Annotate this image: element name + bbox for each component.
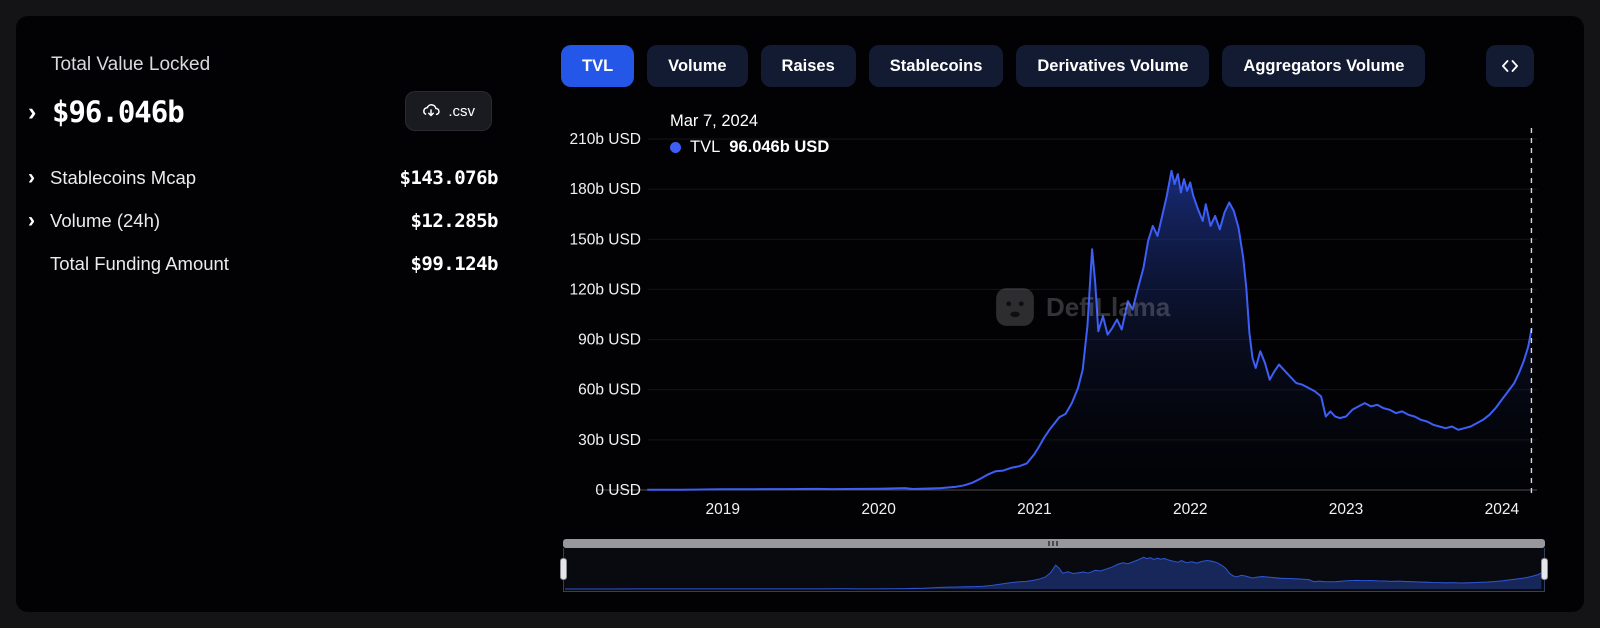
stat-row-total-funding-amount: Total Funding Amount $99.124b: [28, 242, 498, 285]
embed-button[interactable]: [1486, 45, 1534, 87]
brush-handle-left[interactable]: [560, 558, 567, 580]
tab-volume[interactable]: Volume: [647, 45, 748, 87]
chevron-right-icon[interactable]: ›: [28, 166, 35, 189]
x-tick-label: 2020: [861, 501, 896, 518]
brush-track[interactable]: [563, 539, 1545, 548]
chart-tabs: TVL Volume Raises Stablecoins Derivatives Vo…: [561, 45, 1426, 87]
tvl-main-row: › $96.046b: [28, 90, 524, 134]
stat-label: Stablecoins Mcap: [50, 166, 197, 188]
y-tick-label: 30b USD: [578, 432, 641, 449]
stat-label: Volume (24h): [50, 209, 161, 231]
brush-area: [565, 557, 1542, 589]
tab-aggregators-volume[interactable]: Aggregators Volume: [1222, 45, 1426, 87]
y-tick-label: 210b USD: [569, 131, 641, 148]
download-csv-button[interactable]: .csv: [405, 91, 492, 131]
tvl-value: $96.046b: [52, 95, 185, 129]
stat-row-volume-24h[interactable]: › Volume (24h) $12.285b: [28, 199, 498, 242]
cloud-download-icon: [423, 104, 441, 117]
x-tick-label: 2019: [706, 501, 740, 518]
brush-minichart[interactable]: [563, 548, 1545, 592]
y-tick-label: 150b USD: [569, 231, 641, 248]
stat-label: Total Funding Amount: [50, 252, 229, 274]
tvl-line: [647, 169, 1533, 491]
y-tick-label: 60b USD: [578, 382, 641, 399]
x-tick-label: 2021: [1017, 501, 1051, 518]
tab-stablecoins[interactable]: Stablecoins: [868, 45, 1004, 87]
chevron-right-icon[interactable]: ›: [28, 209, 35, 232]
x-tick-label: 2023: [1329, 501, 1363, 518]
stat-value: $143.076b: [399, 166, 499, 189]
chevron-right-icon[interactable]: ›: [28, 97, 37, 126]
y-tick-label: 0 USD: [595, 482, 641, 499]
stat-row-stablecoins-mcap[interactable]: › Stablecoins Mcap $143.076b: [28, 156, 499, 199]
stat-value: $99.124b: [410, 252, 498, 275]
tab-tvl[interactable]: TVL: [561, 45, 635, 87]
stats-list: › Stablecoins Mcap $143.076b › Volume (24h) $…: [28, 156, 499, 285]
brush-handle-right[interactable]: [1541, 558, 1548, 580]
y-tick-label: 90b USD: [578, 332, 641, 349]
tvl-area-chart[interactable]: 210b USD 180b USD 150b USD 120b USD 90b USD 6…: [545, 100, 1590, 532]
y-tick-label: 120b USD: [569, 281, 641, 298]
code-chevrons-icon: [1502, 60, 1518, 72]
x-tick-label: 2024: [1485, 501, 1520, 518]
stats-panel: Total Value Locked › $96.046b .csv › Stab…: [16, 16, 536, 612]
y-tick-label: 180b USD: [569, 181, 641, 198]
tab-raises[interactable]: Raises: [760, 45, 856, 87]
stat-value: $12.285b: [410, 209, 498, 232]
time-brush: [560, 539, 1548, 592]
brush-mini-chart[interactable]: [564, 548, 1544, 591]
brush-grip-icon[interactable]: [1048, 541, 1060, 546]
tab-derivatives-volume[interactable]: Derivatives Volume: [1016, 45, 1210, 87]
brush-line: [565, 556, 1542, 590]
x-tick-label: 2022: [1173, 501, 1207, 518]
tvl-area: [648, 170, 1532, 491]
csv-label: .csv: [448, 102, 475, 120]
dashboard-card: Total Value Locked › $96.046b .csv › Stab…: [16, 16, 1584, 612]
panel-title: Total Value Locked: [51, 54, 211, 75]
